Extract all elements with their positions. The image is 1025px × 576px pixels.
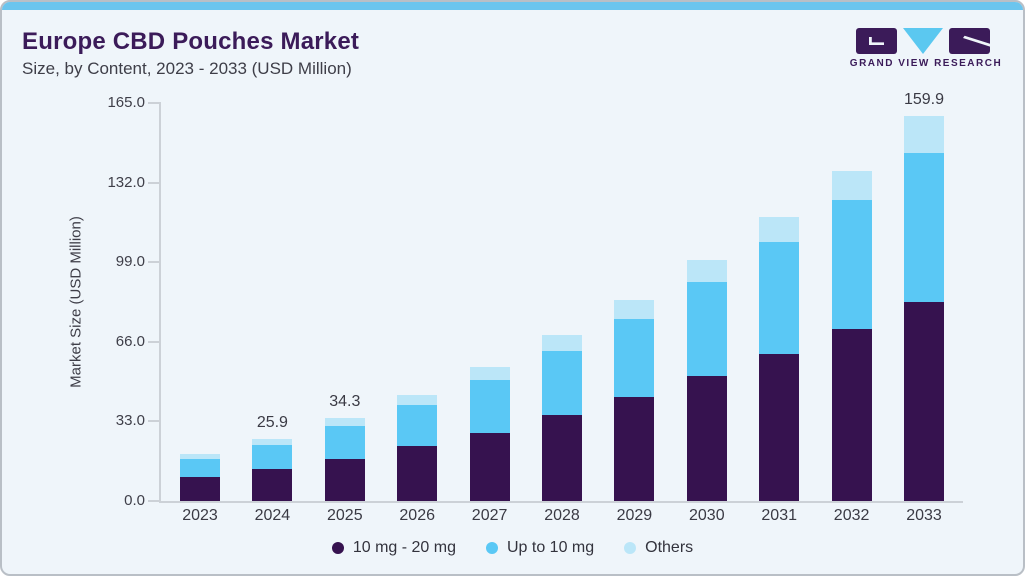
bar-2027	[469, 367, 510, 501]
y-tick-label: 33.0	[115, 412, 145, 430]
page-subtitle: Size, by Content, 2023 - 2033 (USD Milli…	[22, 59, 352, 78]
bar-2024-segment-others	[252, 438, 293, 445]
legend-dot-10-mg-20-mg	[331, 542, 344, 554]
y-tick-mark	[148, 261, 159, 264]
y-tick-label: 0.0	[124, 492, 145, 509]
x-axis-line	[159, 501, 963, 503]
x-axis-label-2032: 2032	[833, 507, 870, 524]
x-axis-label-2030: 2030	[689, 507, 725, 524]
bar-value-label-2025: 34.3	[329, 393, 361, 411]
x-axis-label-2033: 2033	[906, 507, 942, 524]
legend-label: Up to 10 mg	[506, 539, 595, 556]
grand-view-research-logo: GRAND VIEW RESEARCH	[849, 27, 1003, 69]
bar-2033-segment-others	[904, 115, 944, 153]
legend-dot-others	[624, 542, 637, 554]
bar-2033	[904, 115, 944, 501]
bar-2028-segment-up-to-10-mg	[542, 350, 582, 416]
y-tick-mark	[148, 500, 159, 502]
bar-2023-segment-10-mg-20-mg	[180, 476, 220, 501]
bar-2030-segment-others	[686, 259, 727, 283]
y-tick-mark	[148, 181, 159, 184]
bar-2031	[759, 216, 800, 501]
bar-2023-segment-others	[180, 453, 220, 459]
bar-2030-segment-10-mg-20-mg	[686, 376, 727, 501]
bar-2026-segment-others	[397, 394, 438, 406]
top-accent-bar	[2, 2, 1023, 10]
y-tick-label: 132.0	[107, 173, 145, 191]
legend-item-10-mg-20-mg: 10 mg - 20 mg	[331, 539, 456, 557]
page-title: Europe CBD Pouches Market	[22, 28, 360, 55]
y-tick-mark	[148, 420, 159, 423]
legend-label: Others	[645, 539, 694, 556]
bar-2025	[324, 418, 365, 501]
bar-2032-segment-10-mg-20-mg	[831, 329, 872, 501]
bar-2027-segment-10-mg-20-mg	[469, 432, 510, 501]
bar-2033-segment-up-to-10-mg	[904, 152, 944, 303]
bar-2029	[614, 299, 655, 501]
bar-2025-segment-up-to-10-mg	[324, 426, 365, 459]
bar-value-label-2024: 25.9	[256, 413, 288, 431]
bar-2023	[180, 453, 220, 501]
gvr-logo-icon	[856, 28, 990, 54]
bar-2028	[542, 334, 582, 501]
y-axis-title: Market Size (USD Million)	[67, 216, 85, 388]
x-axis-label-2028: 2028	[544, 507, 580, 524]
x-axis-label-2023: 2023	[182, 507, 218, 524]
bar-2031-segment-10-mg-20-mg	[759, 353, 800, 501]
legend-item-up-to-10-mg: Up to 10 mg	[485, 539, 595, 557]
bar-2024-segment-10-mg-20-mg	[252, 468, 293, 501]
bar-2026-segment-up-to-10-mg	[397, 405, 438, 447]
bar-2025-segment-others	[324, 418, 365, 427]
bar-2024-segment-up-to-10-mg	[252, 444, 293, 469]
bar-2026	[397, 394, 438, 501]
bar-2028-segment-others	[542, 334, 582, 351]
legend-item-others: Others	[624, 539, 693, 557]
logo-wordmark: GRAND VIEW RESEARCH	[849, 58, 1003, 69]
y-tick-label: 66.0	[115, 332, 145, 350]
bar-2025-segment-10-mg-20-mg	[324, 458, 365, 501]
x-axis-label-2026: 2026	[399, 507, 435, 524]
y-axis-line	[159, 102, 161, 503]
bar-2032	[831, 171, 872, 501]
bar-2029-segment-up-to-10-mg	[614, 318, 655, 398]
legend-dot-up-to-10-mg	[485, 542, 498, 554]
legend: 10 mg - 20 mg Up to 10 mg Others	[2, 539, 1023, 557]
bar-2029-segment-10-mg-20-mg	[614, 397, 655, 501]
bar-2032-segment-up-to-10-mg	[831, 200, 872, 330]
bar-2024	[252, 438, 293, 501]
bar-2023-segment-up-to-10-mg	[180, 458, 220, 477]
bar-2030	[686, 259, 727, 501]
bar-2031-segment-up-to-10-mg	[759, 242, 800, 354]
bar-2029-segment-others	[614, 299, 655, 319]
x-axis-label-2025: 2025	[327, 507, 363, 524]
bar-2027-segment-up-to-10-mg	[469, 379, 510, 433]
bar-2028-segment-10-mg-20-mg	[542, 415, 582, 501]
bar-value-label-2033: 159.9	[903, 90, 945, 108]
bar-2032-segment-others	[831, 171, 872, 201]
x-axis-label-2027: 2027	[471, 507, 508, 524]
x-axis-label-2029: 2029	[616, 507, 653, 524]
bar-2031-segment-others	[759, 216, 800, 243]
bar-2027-segment-others	[469, 367, 510, 380]
y-tick-label: 99.0	[115, 253, 145, 271]
x-axis-label-2031: 2031	[761, 507, 797, 524]
y-tick-mark	[148, 340, 159, 343]
x-axis-label-2024: 2024	[254, 507, 291, 524]
bar-2030-segment-up-to-10-mg	[686, 282, 727, 377]
y-tick-label: 165.0	[107, 94, 145, 112]
bar-2033-segment-10-mg-20-mg	[904, 302, 944, 501]
bar-2026-segment-10-mg-20-mg	[397, 446, 438, 501]
legend-label: 10 mg - 20 mg	[352, 539, 456, 556]
y-tick-mark	[148, 102, 159, 105]
